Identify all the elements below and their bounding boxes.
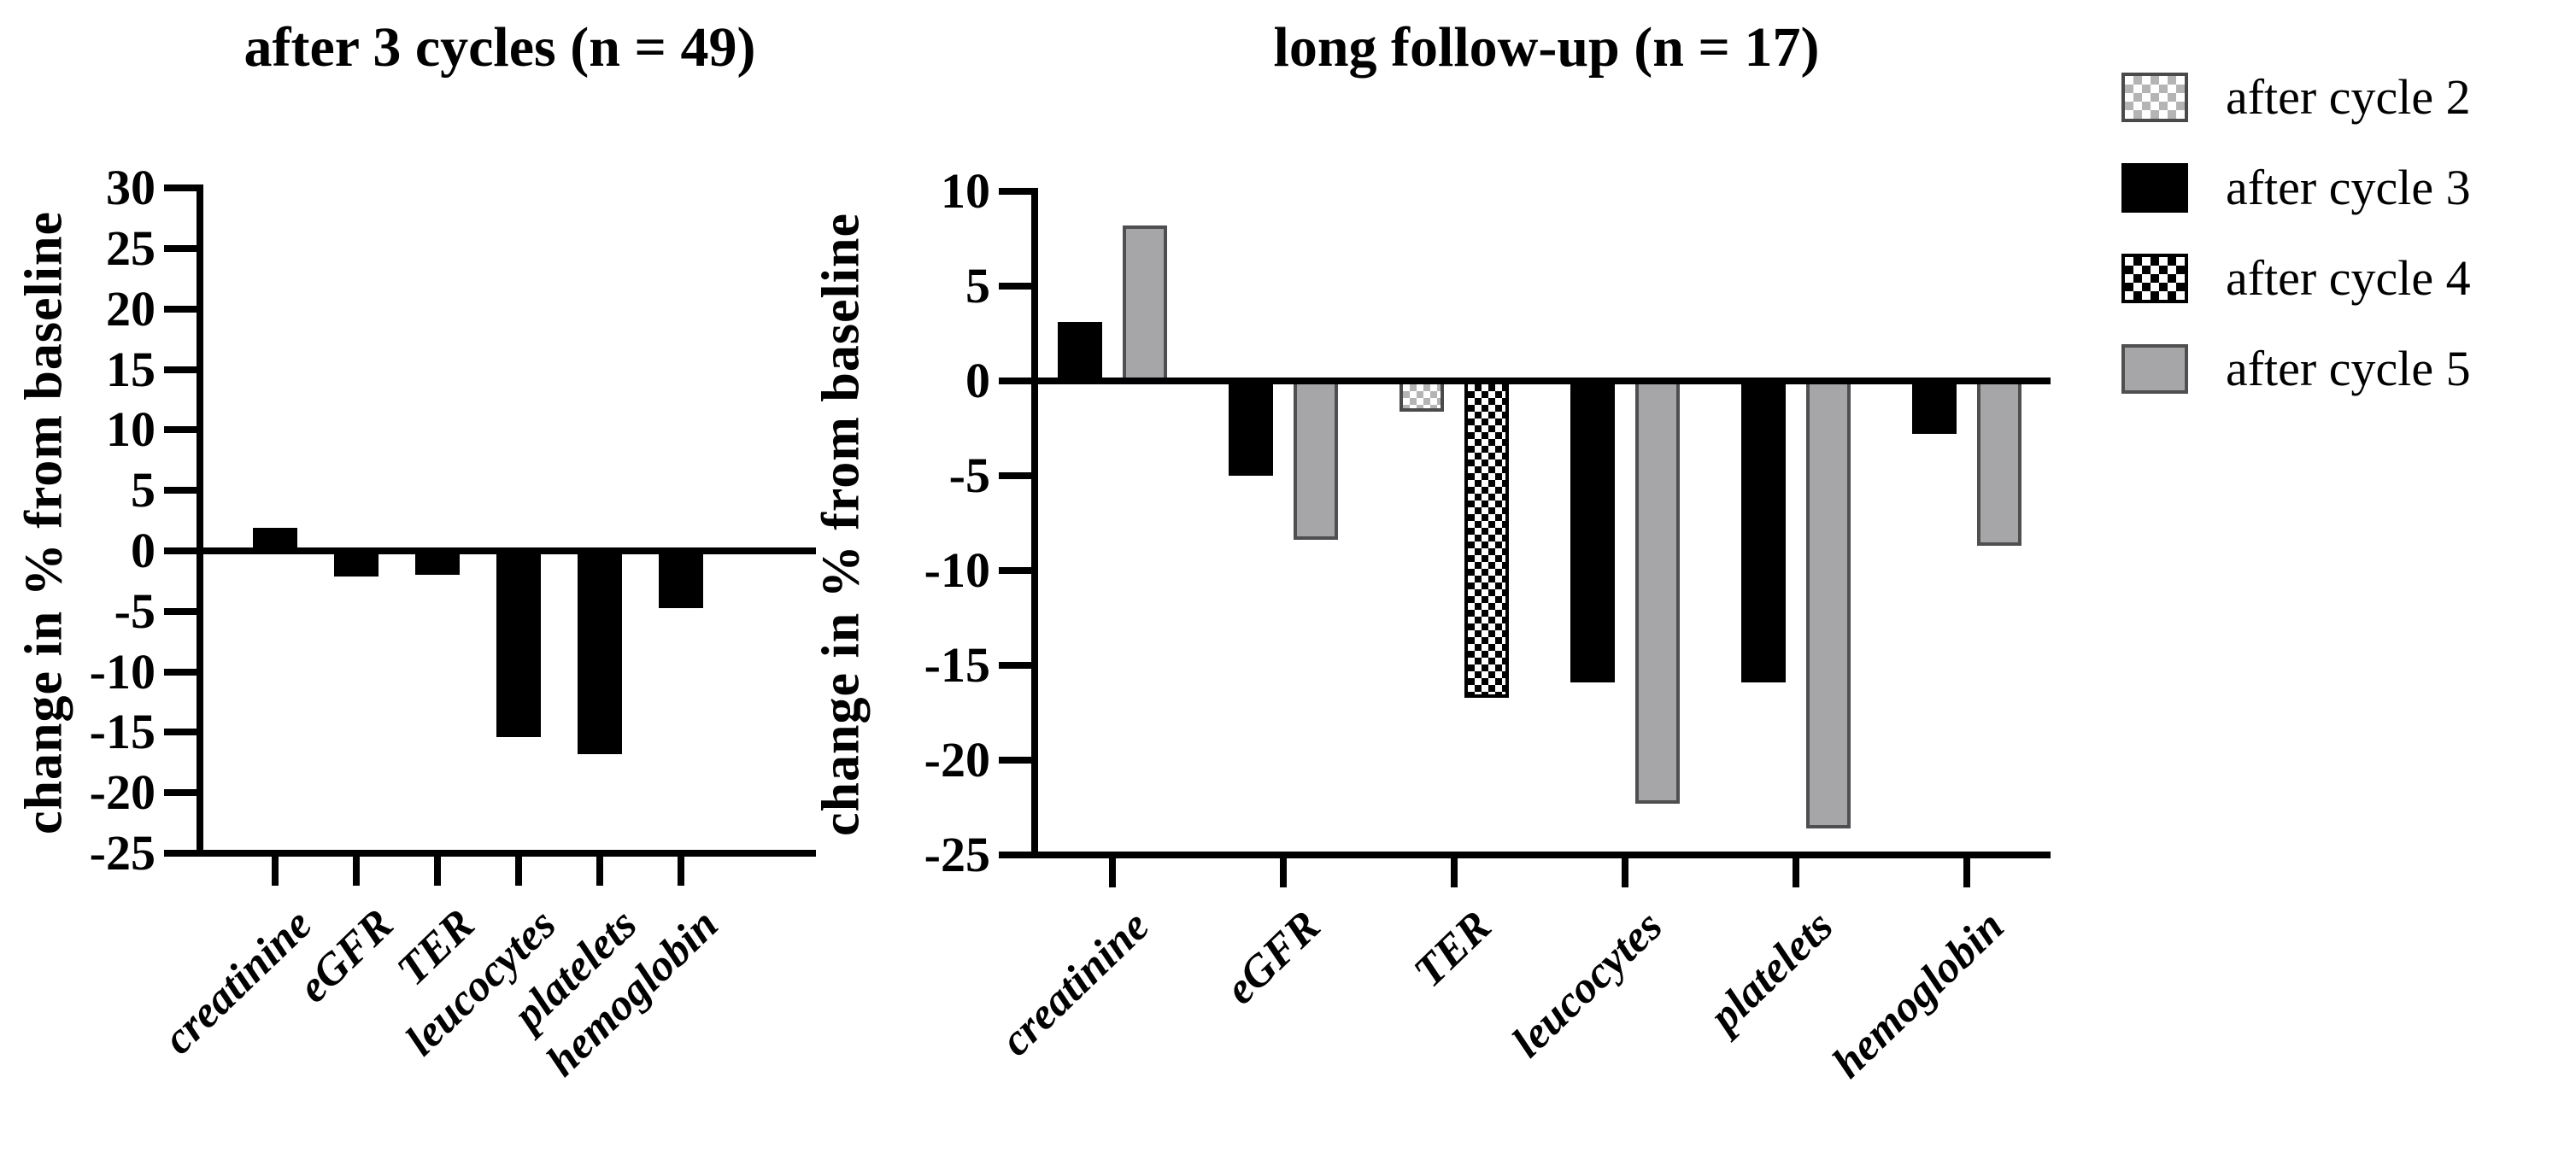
x-tick bbox=[678, 857, 684, 886]
y-tick bbox=[164, 305, 197, 313]
legend-item-after-cycle-5: after cycle 5 bbox=[2121, 340, 2471, 397]
y-tick bbox=[164, 729, 197, 736]
y-tick-label: 20 bbox=[106, 280, 155, 337]
zero-line bbox=[203, 547, 816, 554]
x-tick bbox=[1451, 858, 1458, 887]
y-tick bbox=[164, 245, 197, 252]
y-tick-label: 10 bbox=[106, 401, 155, 458]
legend-label: after cycle 3 bbox=[2226, 160, 2471, 215]
bar-egfr-after-3-cycles bbox=[334, 551, 378, 577]
y-tick-label: -25 bbox=[89, 825, 155, 881]
bar-hemoglobin-after-3-cycles bbox=[659, 551, 703, 608]
legend-label: after cycle 2 bbox=[2226, 69, 2471, 125]
bar-creatinine-after-3-cycles bbox=[253, 528, 297, 551]
solid-gray-swatch-icon bbox=[2121, 343, 2188, 394]
y-tick-label: 25 bbox=[106, 220, 155, 276]
left-chart-title: after 3 cycles (n = 49) bbox=[244, 16, 756, 79]
y-tick-label: -20 bbox=[89, 764, 155, 821]
y-tick-label: -5 bbox=[948, 448, 990, 503]
y-tick bbox=[999, 757, 1031, 764]
x-tick bbox=[1622, 858, 1628, 887]
x-tick bbox=[434, 857, 441, 886]
checker-black-swatch-icon bbox=[2121, 253, 2188, 303]
y-tick-label: 0 bbox=[131, 523, 155, 578]
y-tick bbox=[164, 547, 197, 554]
y-tick-label: 5 bbox=[131, 462, 155, 518]
bar-egfr-after-cycle-3 bbox=[1229, 381, 1273, 476]
legend-label: after cycle 5 bbox=[2226, 341, 2471, 396]
y-tick-label: 5 bbox=[965, 258, 990, 313]
x-tick bbox=[596, 857, 603, 886]
y-tick-label: 15 bbox=[106, 341, 155, 397]
y-tick bbox=[164, 850, 197, 857]
y-tick-label: 30 bbox=[106, 160, 155, 216]
y-tick-label: -10 bbox=[924, 542, 990, 598]
x-axis-line bbox=[1031, 852, 2051, 858]
y-tick bbox=[999, 188, 1031, 195]
y-axis-line bbox=[1031, 188, 1038, 858]
legend-item-after-cycle-4: after cycle 4 bbox=[2121, 249, 2471, 307]
bar-ter-after-cycle-2 bbox=[1399, 381, 1444, 412]
y-tick bbox=[164, 607, 197, 615]
x-tick bbox=[272, 857, 279, 886]
bar-leucocytes-after-cycle-5 bbox=[1635, 381, 1680, 805]
y-tick-label: 0 bbox=[965, 353, 990, 408]
y-tick-label: -20 bbox=[924, 732, 990, 787]
x-tick bbox=[1280, 858, 1287, 887]
x-tick bbox=[515, 857, 522, 886]
y-tick bbox=[999, 662, 1031, 669]
zero-line bbox=[1038, 378, 2051, 384]
y-tick bbox=[164, 366, 197, 373]
bar-hemoglobin-after-cycle-5 bbox=[1977, 381, 2021, 547]
bar-egfr-after-cycle-5 bbox=[1294, 381, 1338, 541]
solid-black-swatch-icon bbox=[2121, 162, 2188, 213]
bar-creatinine-after-cycle-3 bbox=[1058, 322, 1102, 381]
legend-item-after-cycle-2: after cycle 2 bbox=[2121, 68, 2471, 126]
y-tick bbox=[164, 668, 197, 676]
y-tick bbox=[999, 378, 1031, 384]
bar-leucocytes-after-3-cycles bbox=[496, 551, 541, 738]
right-chart-title: long follow-up (n = 17) bbox=[1273, 16, 1820, 79]
bar-creatinine-after-cycle-5 bbox=[1123, 225, 1167, 381]
x-tick bbox=[1109, 858, 1116, 887]
y-tick bbox=[999, 283, 1031, 290]
bar-platelets-after-cycle-3 bbox=[1741, 381, 1786, 682]
y-tick-label: -15 bbox=[924, 637, 990, 693]
bar-ter-after-cycle-4 bbox=[1464, 381, 1509, 698]
bar-hemoglobin-after-cycle-3 bbox=[1912, 381, 1957, 435]
legend-label: after cycle 4 bbox=[2226, 250, 2471, 306]
y-tick-label: -25 bbox=[924, 827, 990, 882]
y-tick-label: -10 bbox=[89, 643, 155, 699]
x-tick bbox=[1963, 858, 1970, 887]
y-tick bbox=[164, 426, 197, 434]
y-tick-label: -5 bbox=[114, 582, 155, 639]
y-axis-line bbox=[197, 184, 203, 857]
checker-gray-swatch-icon bbox=[2121, 72, 2188, 122]
y-tick-label: -15 bbox=[89, 704, 155, 760]
bar-platelets-after-cycle-5 bbox=[1806, 381, 1851, 828]
x-tick bbox=[1793, 858, 1799, 887]
legend-item-after-cycle-3: after cycle 3 bbox=[2121, 159, 2471, 216]
y-tick bbox=[999, 852, 1031, 858]
bar-platelets-after-3-cycles bbox=[578, 551, 622, 754]
y-tick bbox=[164, 487, 197, 495]
y-tick bbox=[999, 567, 1031, 574]
y-tick bbox=[164, 184, 197, 192]
bar-leucocytes-after-cycle-3 bbox=[1570, 381, 1615, 682]
y-tick bbox=[999, 472, 1031, 479]
y-tick bbox=[164, 789, 197, 797]
bar-ter-after-3-cycles bbox=[415, 551, 460, 576]
x-axis-line bbox=[197, 850, 816, 857]
y-tick-label: 10 bbox=[941, 163, 990, 219]
x-tick bbox=[353, 857, 360, 886]
